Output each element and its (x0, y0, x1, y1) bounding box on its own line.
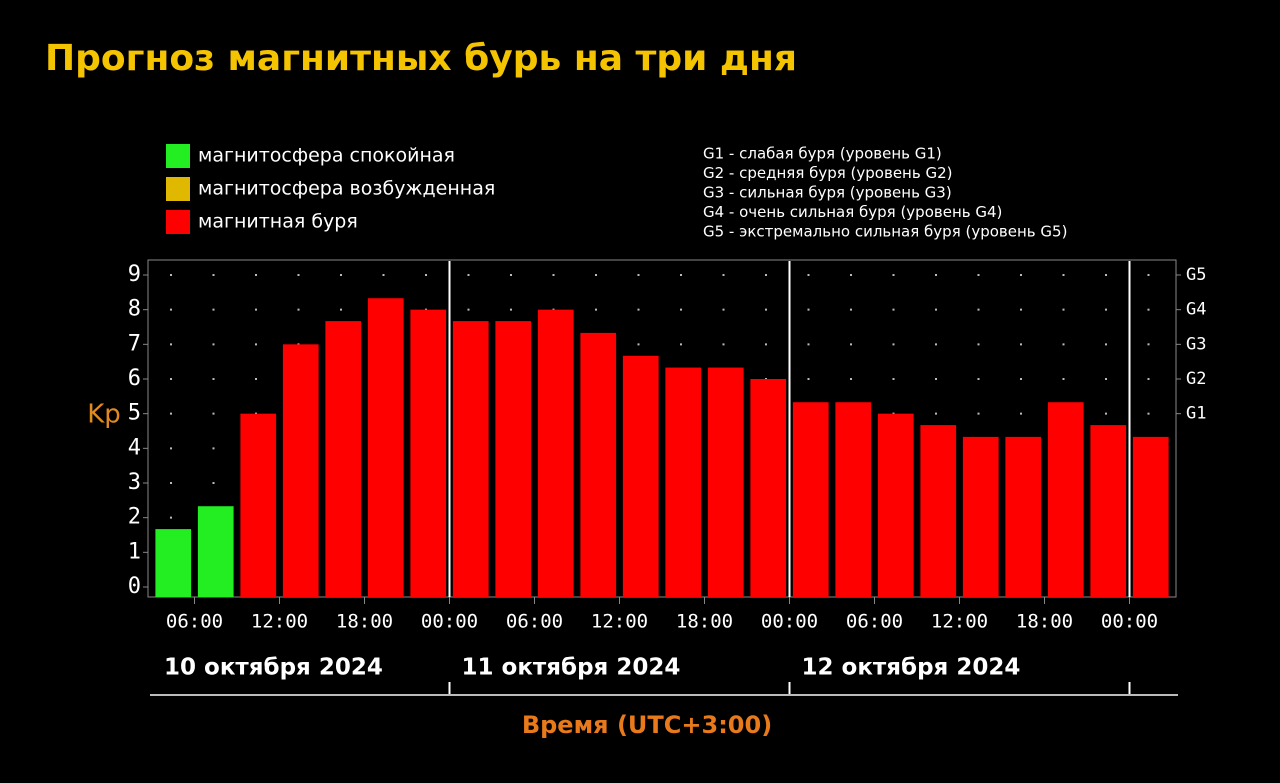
date-label: 11 октября 2024 (462, 655, 681, 681)
legend-swatch (166, 210, 190, 234)
bar (920, 425, 957, 597)
y-tick-label: 6 (128, 366, 141, 391)
bar (537, 309, 574, 597)
legend-swatch (166, 177, 190, 201)
legend-label: магнитосфера возбужденная (198, 178, 495, 200)
x-tick-label: 00:00 (761, 611, 818, 633)
bar (877, 413, 914, 597)
bar (410, 309, 447, 597)
bar (962, 436, 999, 597)
y-tick-label: 4 (128, 435, 141, 460)
storm-level-note: G5 - экстремально сильная буря (уровень … (703, 223, 1067, 241)
y-tick-label: 3 (128, 470, 141, 495)
y2-tick-label: G5 (1186, 265, 1206, 285)
y-tick-label: 0 (128, 574, 141, 599)
bar (452, 321, 489, 597)
bar (580, 332, 617, 597)
bar (325, 321, 362, 597)
bar (750, 379, 787, 597)
x-tick-label: 18:00 (336, 611, 393, 633)
bar (665, 367, 702, 597)
bar (282, 344, 319, 597)
x-tick-label: 12:00 (251, 611, 308, 633)
chart-title: Прогноз магнитных бурь на три дня (45, 38, 797, 79)
bar (835, 402, 872, 597)
bar (792, 402, 829, 597)
y2-tick-label: G4 (1186, 300, 1206, 320)
storm-level-note: G4 - очень сильная буря (уровень G4) (703, 203, 1002, 221)
x-tick-label: 18:00 (676, 611, 733, 633)
storm-level-note: G1 - слабая буря (уровень G1) (703, 145, 942, 163)
x-tick-label: 12:00 (931, 611, 988, 633)
y2-tick-label: G2 (1186, 369, 1206, 389)
y-tick-label: 1 (128, 539, 141, 564)
x-tick-label: 00:00 (421, 611, 478, 633)
y2-tick-label: G1 (1186, 404, 1206, 424)
x-tick-label: 12:00 (591, 611, 648, 633)
x-tick-label: 00:00 (1101, 611, 1158, 633)
y-tick-label: 5 (128, 401, 141, 426)
y-axis-label: Kp (87, 400, 121, 430)
bar (495, 321, 532, 597)
legend-label: магнитная буря (198, 211, 358, 233)
bar (240, 413, 277, 597)
legend-swatch (166, 144, 190, 168)
x-tick-label: 06:00 (166, 611, 223, 633)
x-tick-label: 18:00 (1016, 611, 1073, 633)
x-tick-label: 06:00 (506, 611, 563, 633)
x-tick-label: 06:00 (846, 611, 903, 633)
y-tick-label: 7 (128, 331, 141, 356)
bar (1132, 436, 1169, 597)
bar (1047, 402, 1084, 597)
bar (1090, 425, 1127, 597)
y-tick-label: 9 (128, 262, 141, 287)
bar (1005, 436, 1042, 597)
legend-label: магнитосфера спокойная (198, 145, 455, 167)
y-tick-label: 8 (128, 297, 141, 322)
plot-frame (147, 259, 1177, 598)
bar (367, 298, 404, 597)
storm-level-note: G3 - сильная буря (уровень G3) (703, 184, 952, 202)
bar (155, 529, 192, 597)
storm-level-note: G2 - средняя буря (уровень G2) (703, 164, 952, 182)
y2-tick-label: G3 (1186, 334, 1206, 354)
x-axis-label: Время (UTC+3:00) (522, 711, 772, 739)
bar (707, 367, 744, 597)
date-label: 12 октября 2024 (802, 655, 1021, 681)
y-tick-label: 2 (128, 505, 141, 530)
date-label: 10 октября 2024 (164, 655, 383, 681)
bar (197, 506, 234, 597)
bar (622, 355, 659, 597)
